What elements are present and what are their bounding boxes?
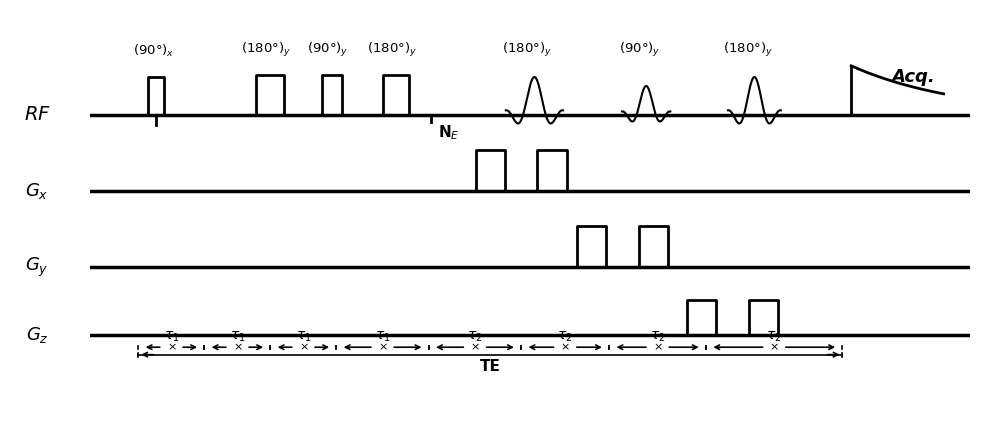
Text: $\times$: $\times$ xyxy=(470,342,480,352)
Text: $(180°)_y$: $(180°)_y$ xyxy=(367,41,417,59)
Text: $\tau_1$: $\tau_1$ xyxy=(375,330,390,344)
Text: N$_E$: N$_E$ xyxy=(438,123,459,142)
Text: $(90°)_x$: $(90°)_x$ xyxy=(133,43,174,59)
Text: $\tau_2$: $\tau_2$ xyxy=(766,330,782,344)
Text: $G_x$: $G_x$ xyxy=(25,181,49,201)
Text: $(90°)_y$: $(90°)_y$ xyxy=(307,41,348,59)
Text: $G_y$: $G_y$ xyxy=(25,255,49,279)
Text: Acq.: Acq. xyxy=(891,68,935,86)
Text: $\tau_1$: $\tau_1$ xyxy=(164,330,179,344)
Text: $\times$: $\times$ xyxy=(167,342,176,352)
Text: $(180°)_y$: $(180°)_y$ xyxy=(241,41,291,59)
Text: $\mathit{RF}$: $\mathit{RF}$ xyxy=(24,106,51,124)
Text: $\times$: $\times$ xyxy=(299,342,308,352)
Text: $\times$: $\times$ xyxy=(560,342,570,352)
Text: $(180°)_y$: $(180°)_y$ xyxy=(723,41,773,59)
Text: TE: TE xyxy=(480,359,501,374)
Text: $(180°)_y$: $(180°)_y$ xyxy=(502,41,552,59)
Text: $\times$: $\times$ xyxy=(769,342,779,352)
Text: $\tau_2$: $\tau_2$ xyxy=(557,330,573,344)
Text: $\times$: $\times$ xyxy=(378,342,387,352)
Text: $\tau_2$: $\tau_2$ xyxy=(650,330,665,344)
Text: $\tau_1$: $\tau_1$ xyxy=(230,330,245,344)
Text: $\tau_1$: $\tau_1$ xyxy=(296,330,311,344)
Text: $\times$: $\times$ xyxy=(653,342,662,352)
Text: $\tau_2$: $\tau_2$ xyxy=(467,330,483,344)
Text: $\times$: $\times$ xyxy=(233,342,242,352)
Text: $G_z$: $G_z$ xyxy=(26,325,49,345)
Text: $(90°)_y$: $(90°)_y$ xyxy=(619,41,661,59)
